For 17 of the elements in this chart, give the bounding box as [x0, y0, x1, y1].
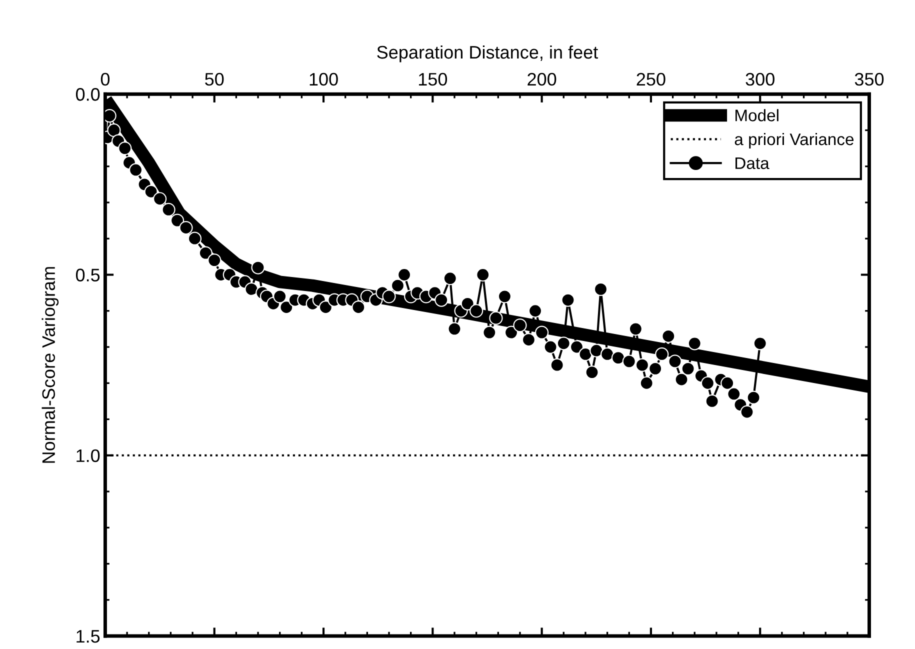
x-tick-label: 0: [100, 72, 110, 86]
y-tick-label: 1.0: [76, 449, 100, 462]
y-axis-title: Normal-Score Variogram: [42, 267, 59, 463]
x-tick-label: 200: [528, 72, 556, 86]
legend-label: Data: [736, 157, 770, 170]
legend-label: Model: [736, 109, 778, 122]
x-tick-label: 300: [746, 72, 774, 86]
x-tick-label: 250: [636, 72, 666, 86]
x-tick-label: 50: [205, 72, 224, 86]
x-axis-title: Separation Distance, in feet: [377, 45, 598, 62]
x-tick-label: 350: [854, 72, 884, 86]
x-tick-label: 100: [310, 72, 338, 86]
y-tick-label: 0.5: [76, 268, 100, 282]
legend-label: a priori Variance: [734, 132, 854, 149]
y-tick-label: 1.5: [76, 630, 100, 643]
y-tick-label: 0.0: [76, 88, 100, 101]
x-tick-label: 150: [418, 72, 448, 86]
